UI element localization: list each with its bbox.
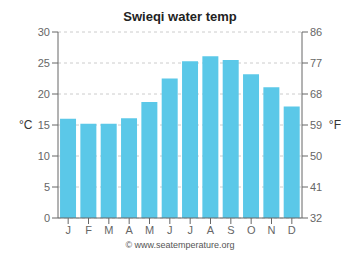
- html-text:Swieqi water temp: Swieqi water temp: [123, 9, 237, 24]
- svg-text:86: 86: [310, 26, 322, 38]
- svg-text:5: 5: [44, 181, 50, 193]
- svg-text:°C: °C: [19, 118, 33, 132]
- svg-text:J: J: [65, 224, 71, 236]
- html-text:© www.seatemperature.org: © www.seatemperature.org: [125, 240, 235, 250]
- svg-text:0: 0: [44, 212, 50, 224]
- svg-text:A: A: [207, 224, 215, 236]
- svg-text:25: 25: [38, 57, 50, 69]
- svg-text:°F: °F: [329, 118, 341, 132]
- svg-text:N: N: [268, 224, 276, 236]
- svg-text:A: A: [125, 224, 133, 236]
- svg-text:32: 32: [310, 212, 322, 224]
- svg-text:S: S: [227, 224, 234, 236]
- svg-text:10: 10: [38, 150, 50, 162]
- svg-text:M: M: [104, 224, 113, 236]
- svg-text:D: D: [288, 224, 296, 236]
- svg-text:77: 77: [310, 57, 322, 69]
- svg-text:41: 41: [310, 181, 322, 193]
- svg-text:20: 20: [38, 88, 50, 100]
- svg-text:50: 50: [310, 150, 322, 162]
- svg-text:30: 30: [38, 26, 50, 38]
- svg-text:15: 15: [38, 119, 50, 131]
- svg-text:59: 59: [310, 119, 322, 131]
- svg-text:J: J: [187, 224, 193, 236]
- svg-text:O: O: [247, 224, 256, 236]
- svg-text:J: J: [167, 224, 173, 236]
- svg-text:68: 68: [310, 88, 322, 100]
- svg-text:M: M: [145, 224, 154, 236]
- svg-text:F: F: [85, 224, 92, 236]
